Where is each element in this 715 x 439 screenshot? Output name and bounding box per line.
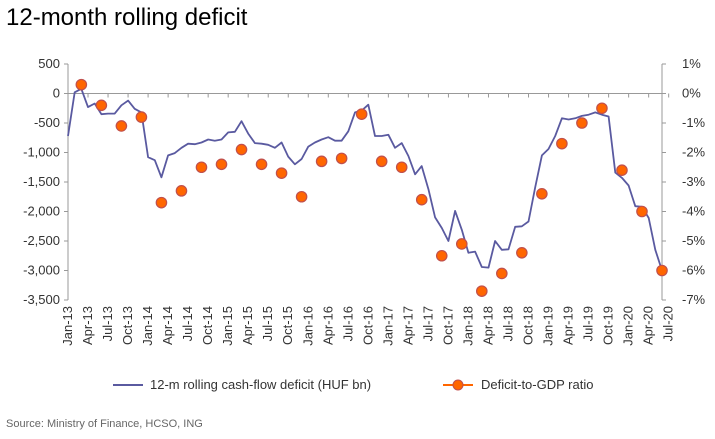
left-tick-label: -500 — [34, 115, 60, 130]
x-tick-label: Oct-13 — [120, 306, 135, 345]
x-tick-label: Jan-16 — [300, 306, 315, 346]
x-tick-label: Jan-20 — [621, 306, 636, 346]
legend-marker-swatch — [452, 379, 464, 391]
deficit-to-gdp-point — [115, 120, 128, 132]
axes — [67, 64, 663, 300]
deficit-to-gdp-point — [95, 99, 108, 112]
x-tick-label: Apr-15 — [240, 306, 255, 345]
deficit-to-gdp-point — [255, 158, 268, 171]
deficit-to-gdp-series — [75, 78, 668, 297]
x-tick-label: Jul-18 — [500, 306, 515, 341]
x-tick-label: Jan-14 — [140, 306, 155, 346]
x-tick-label: Jan-19 — [541, 306, 556, 346]
x-tick-label: Apr-20 — [641, 306, 656, 345]
deficit-to-gdp-point — [375, 155, 388, 168]
right-tick-label: -4% — [682, 204, 706, 219]
deficit-to-gdp-point — [275, 167, 288, 179]
x-tick-label: Jan-13 — [60, 306, 75, 346]
deficit-to-gdp-point — [395, 161, 408, 174]
right-tick-label: -3% — [682, 174, 706, 189]
x-axis-ticks: Jan-13 Apr-13 Jul-13 Oct-13 Jan-14 Apr-14 Jul-… — [60, 93, 676, 346]
left-tick-label: -1,500 — [23, 174, 60, 189]
left-tick-label: -3,500 — [23, 292, 60, 307]
deficit-to-gdp-point — [616, 164, 628, 176]
x-tick-label: Apr-19 — [561, 306, 576, 345]
legend-label-cash-flow: 12-m rolling cash-flow deficit (HUF bn) — [150, 377, 371, 392]
deficit-to-gdp-point — [496, 267, 508, 280]
x-tick-label: Oct-19 — [601, 306, 616, 345]
deficit-to-gdp-point — [195, 161, 208, 174]
x-tick-label: Oct-16 — [360, 306, 375, 345]
deficit-to-gdp-point — [536, 188, 548, 200]
right-tick-label: -5% — [682, 233, 706, 248]
x-tick-label: Oct-17 — [440, 306, 455, 345]
deficit-to-gdp-point — [75, 78, 88, 91]
cash-flow-deficit-line — [67, 87, 663, 271]
cash-flow-deficit-series — [67, 87, 663, 271]
right-tick-label: -2% — [682, 145, 706, 160]
x-tick-label: Apr-14 — [160, 306, 175, 345]
x-tick-label: Jan-15 — [220, 306, 235, 346]
deficit-to-gdp-point — [335, 152, 348, 165]
deficit-to-gdp-point — [315, 155, 328, 168]
legend: 12-m rolling cash-flow deficit (HUF bn) D… — [113, 377, 593, 392]
deficit-to-gdp-point — [596, 102, 608, 115]
deficit-to-gdp-point — [235, 143, 248, 156]
right-axis-ticks: 1% 0% -1% -2% -3% -4% -5% -6% -7% — [662, 56, 706, 307]
source-note: Source: Ministry of Finance, HCSO, ING — [6, 418, 203, 430]
x-tick-label: Apr-13 — [80, 306, 95, 345]
right-tick-label: -7% — [682, 292, 706, 307]
legend-label-deficit-gdp: Deficit-to-GDP ratio — [481, 377, 593, 392]
deficit-to-gdp-point — [656, 264, 668, 277]
deficit-to-gdp-point — [516, 247, 528, 259]
deficit-to-gdp-point — [415, 193, 428, 206]
x-tick-label: Apr-18 — [480, 306, 495, 345]
chart-title: 12-month rolling deficit — [6, 4, 248, 31]
deficit-to-gdp-point — [215, 158, 228, 171]
x-tick-label: Jul-20 — [661, 306, 676, 341]
x-tick-label: Apr-16 — [320, 306, 335, 345]
deficit-to-gdp-point — [295, 190, 308, 203]
left-tick-label: -3,000 — [23, 263, 60, 278]
deficit-to-gdp-point — [435, 249, 448, 262]
right-tick-label: -1% — [682, 115, 706, 130]
deficit-to-gdp-point — [135, 111, 148, 123]
left-tick-label: -2,000 — [23, 204, 60, 219]
deficit-to-gdp-point — [355, 108, 368, 120]
right-tick-label: 1% — [682, 56, 701, 71]
left-tick-label: 500 — [38, 56, 60, 71]
left-axis-ticks: 500 0 -500 -1,000 -1,500 -2,000 -2,500 -3,000 -3… — [23, 56, 68, 307]
deficit-to-gdp-point — [475, 285, 488, 297]
deficit-to-gdp-point — [175, 185, 188, 197]
x-tick-label: Oct-18 — [521, 306, 536, 345]
x-tick-label: Jul-13 — [100, 306, 115, 341]
right-tick-label: 0% — [682, 86, 701, 101]
deficit-to-gdp-point — [576, 117, 588, 129]
deficit-to-gdp-point — [455, 238, 468, 250]
x-tick-label: Oct-14 — [200, 306, 215, 345]
x-tick-label: Jul-19 — [581, 306, 596, 341]
x-tick-label: Jul-15 — [260, 306, 275, 341]
deficit-to-gdp-point — [556, 137, 568, 150]
right-tick-label: -6% — [682, 263, 706, 278]
left-tick-label: -1,000 — [23, 145, 60, 160]
x-tick-label: Apr-17 — [400, 306, 415, 345]
deficit-to-gdp-point — [155, 196, 168, 209]
x-tick-label: Oct-15 — [280, 306, 295, 345]
x-tick-label: Jan-18 — [460, 306, 475, 346]
left-tick-label: -2,500 — [23, 233, 60, 248]
x-tick-label: Jul-17 — [420, 306, 435, 341]
x-tick-label: Jan-17 — [380, 306, 395, 346]
left-tick-label: 0 — [53, 86, 60, 101]
x-tick-label: Jul-14 — [180, 306, 195, 341]
deficit-to-gdp-point — [636, 205, 648, 218]
x-tick-label: Jul-16 — [340, 306, 355, 341]
